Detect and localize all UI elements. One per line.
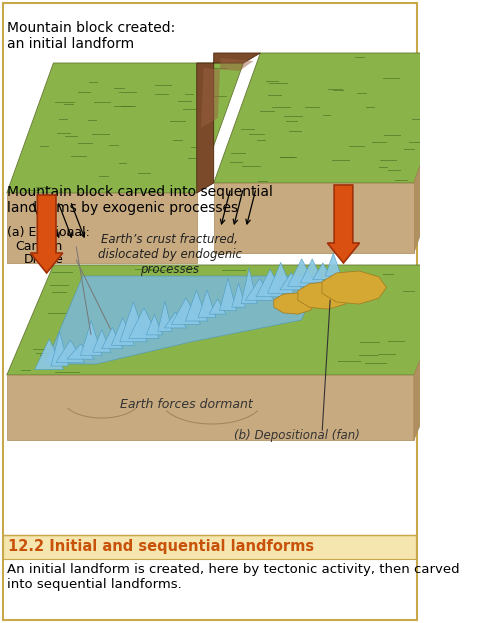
- Text: (b) Depositional (fan): (b) Depositional (fan): [234, 429, 360, 442]
- Polygon shape: [197, 53, 260, 193]
- Polygon shape: [300, 259, 324, 283]
- Text: Earth’s crust fractured,
dislocated by endogenic
processes: Earth’s crust fractured, dislocated by e…: [98, 233, 242, 276]
- Polygon shape: [274, 293, 315, 314]
- Polygon shape: [120, 302, 147, 342]
- Polygon shape: [146, 315, 162, 335]
- Polygon shape: [102, 327, 123, 349]
- Polygon shape: [129, 308, 159, 338]
- Polygon shape: [256, 269, 284, 297]
- Text: Divide: Divide: [24, 253, 63, 266]
- Text: Mountain block created:
an initial landform: Mountain block created: an initial landf…: [7, 21, 175, 51]
- Polygon shape: [56, 340, 85, 363]
- Polygon shape: [209, 299, 226, 314]
- Polygon shape: [81, 321, 102, 356]
- Polygon shape: [51, 331, 68, 366]
- Polygon shape: [241, 268, 257, 303]
- Polygon shape: [298, 282, 351, 309]
- Polygon shape: [414, 265, 460, 440]
- Polygon shape: [313, 263, 333, 280]
- Polygon shape: [7, 375, 414, 440]
- Polygon shape: [164, 312, 187, 328]
- Polygon shape: [232, 283, 246, 307]
- FancyArrow shape: [327, 185, 359, 263]
- Polygon shape: [158, 301, 172, 331]
- Polygon shape: [322, 271, 387, 304]
- FancyArrow shape: [31, 195, 63, 273]
- Polygon shape: [67, 344, 95, 359]
- Polygon shape: [111, 318, 134, 345]
- Polygon shape: [280, 273, 302, 290]
- Polygon shape: [246, 278, 274, 300]
- Polygon shape: [268, 262, 294, 293]
- Text: (a) Erosional:: (a) Erosional:: [7, 226, 90, 239]
- Polygon shape: [46, 276, 320, 364]
- Text: 12.2 Initial and sequential landforms: 12.2 Initial and sequential landforms: [8, 540, 315, 554]
- Polygon shape: [7, 265, 460, 375]
- Text: Canyon: Canyon: [15, 240, 62, 253]
- Text: An initial landform is created, here by tectonic activity, then carved
into sequ: An initial landform is created, here by …: [7, 563, 459, 591]
- Polygon shape: [325, 253, 342, 276]
- Text: Mountain block carved into sequential
landforms by exogenic processes: Mountain block carved into sequential la…: [7, 185, 273, 215]
- Text: Earth forces dormant: Earth forces dormant: [120, 399, 253, 412]
- Polygon shape: [7, 193, 197, 263]
- Polygon shape: [288, 259, 316, 287]
- Polygon shape: [414, 53, 460, 253]
- Polygon shape: [93, 330, 111, 352]
- Polygon shape: [220, 278, 237, 311]
- Polygon shape: [185, 290, 207, 321]
- Polygon shape: [214, 53, 460, 183]
- Polygon shape: [171, 298, 200, 325]
- Polygon shape: [214, 183, 414, 253]
- Polygon shape: [201, 58, 253, 128]
- Polygon shape: [198, 290, 216, 318]
- FancyBboxPatch shape: [3, 535, 416, 559]
- Polygon shape: [35, 339, 63, 369]
- Polygon shape: [7, 63, 244, 193]
